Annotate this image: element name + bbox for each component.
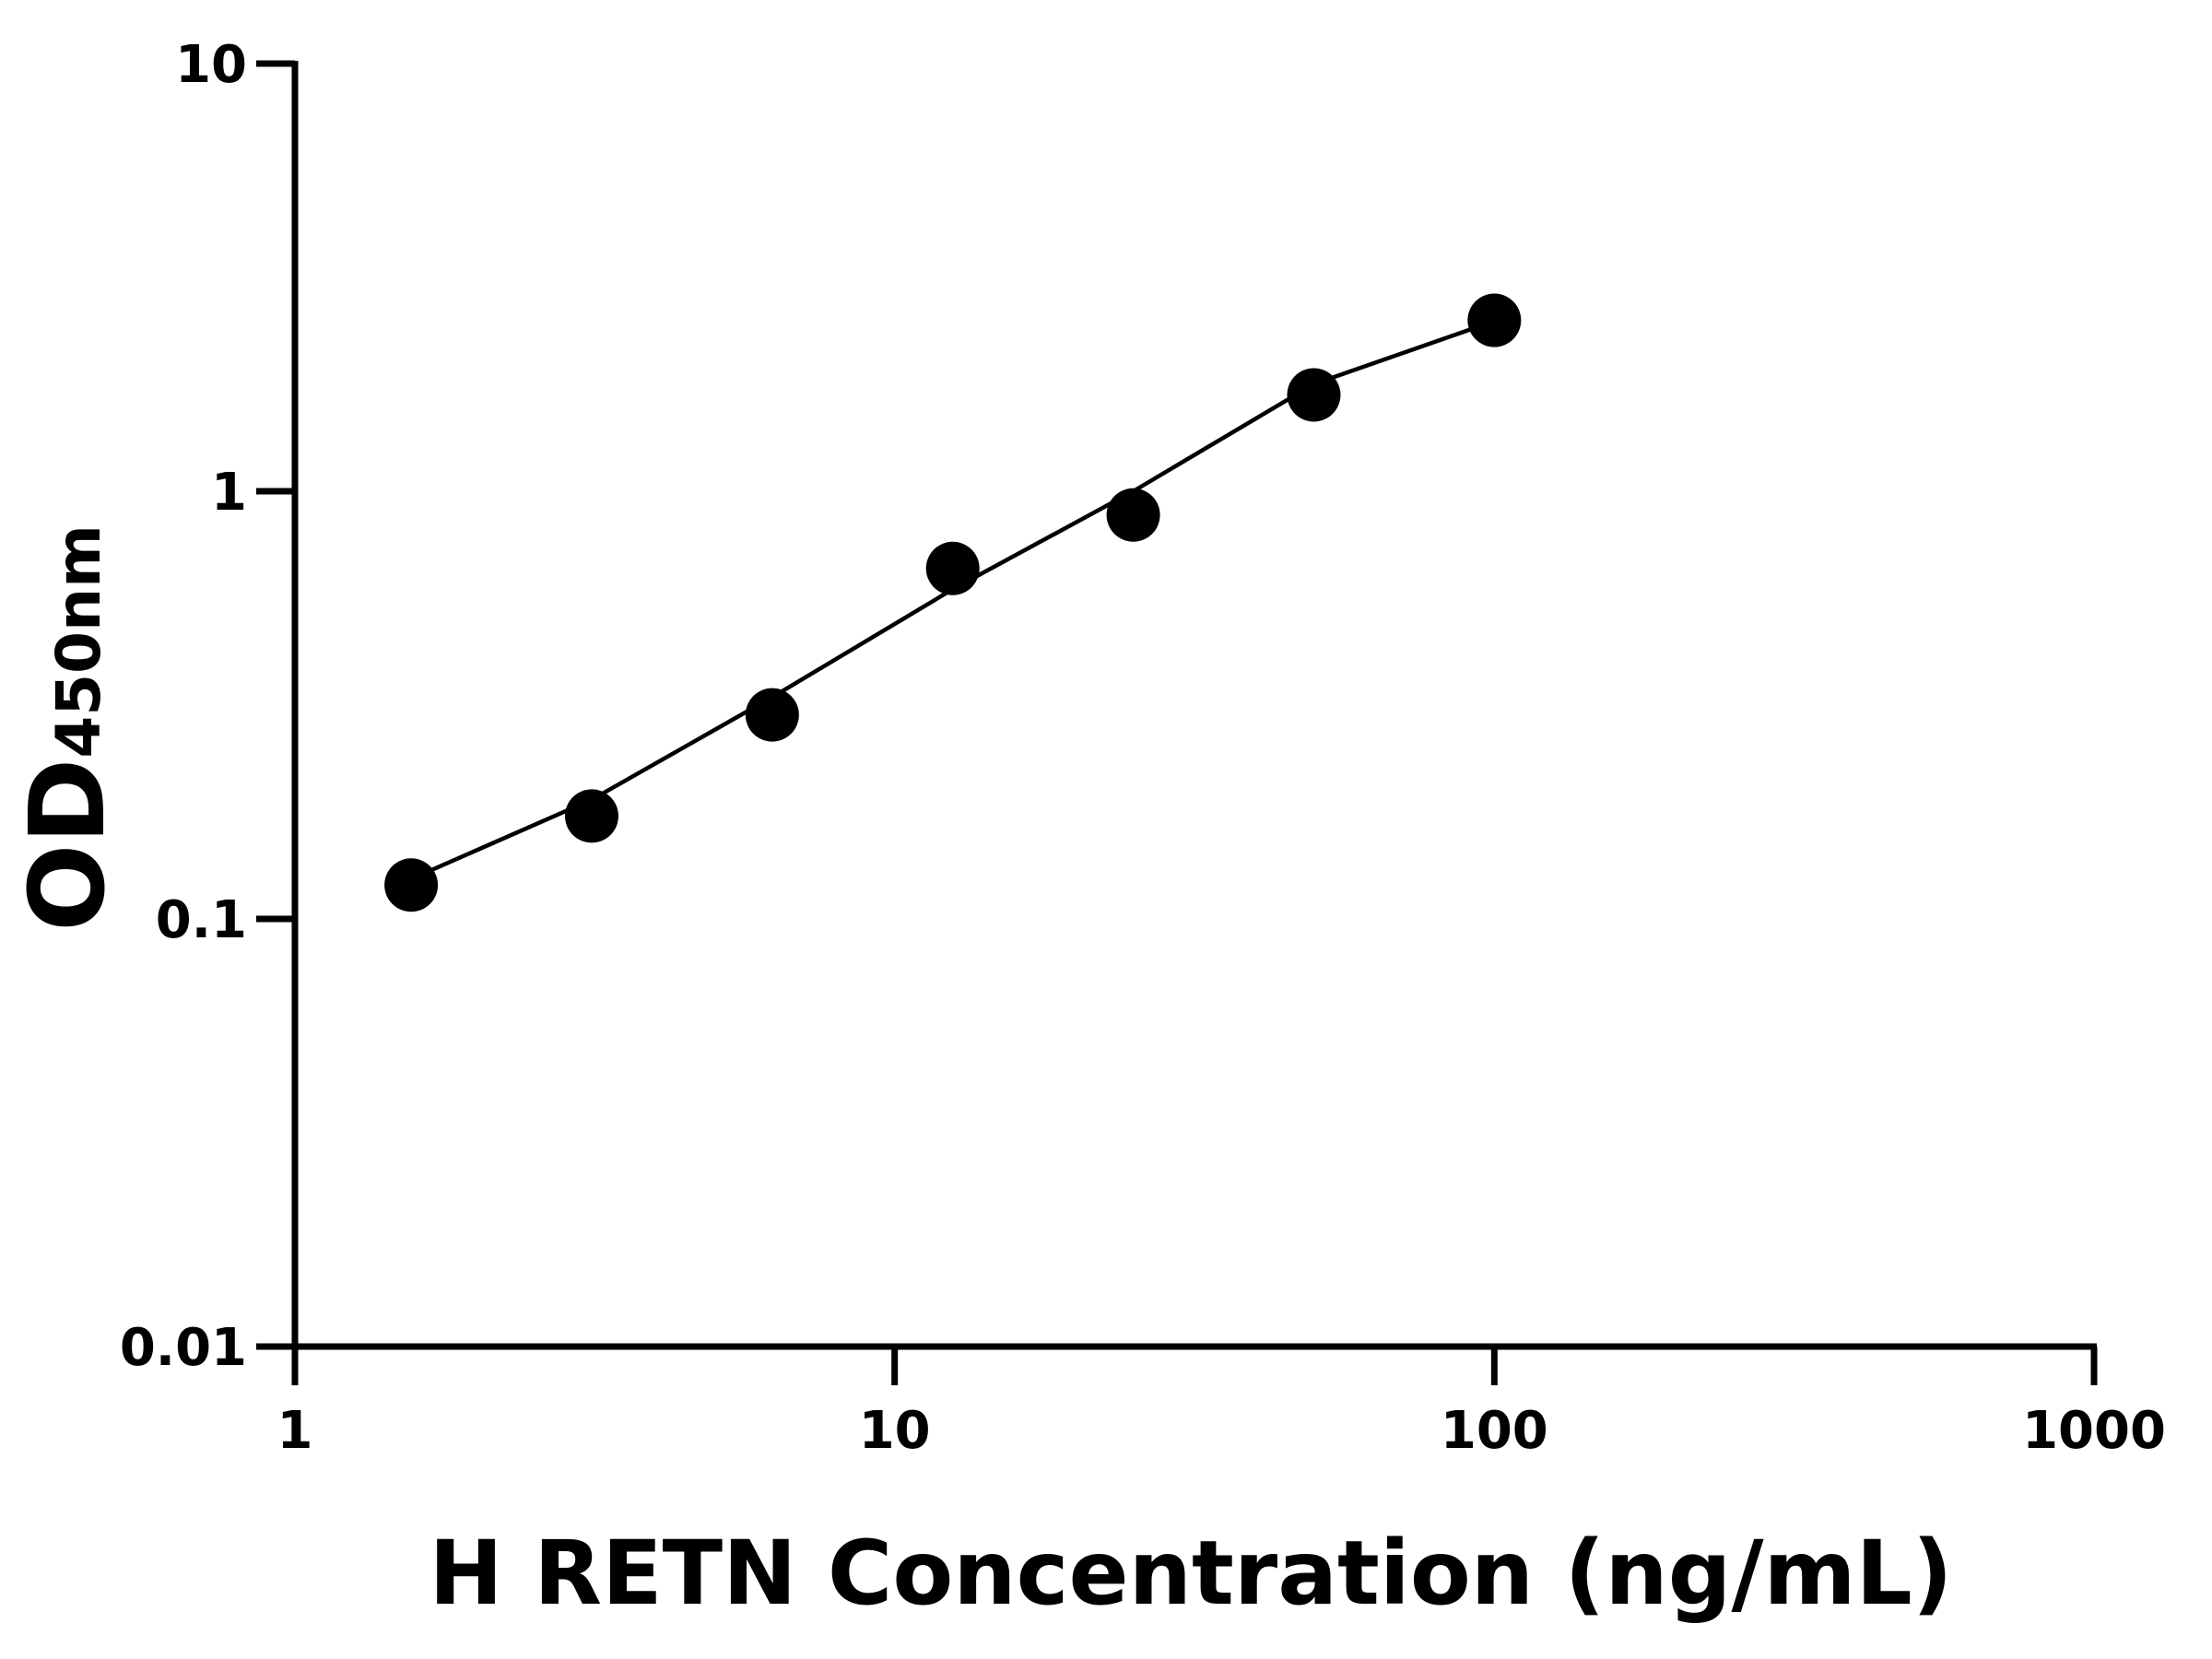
y-tick-label: 10 [175,35,247,95]
data-point [384,858,439,912]
data-point [1287,368,1341,422]
x-tick-label: 100 [1441,1401,1548,1461]
x-tick-label: 10 [859,1401,931,1461]
y-tick-label: 0.01 [120,1318,247,1378]
data-point [564,789,618,843]
data-point [1106,488,1160,542]
y-axis-label-main: OD [8,759,128,932]
x-tick-label: 1 [277,1401,313,1461]
x-tick-label: 1000 [2022,1401,2166,1461]
data-point [925,541,980,595]
x-axis-label: H RETN Concentration (ng/mL) [429,1522,1952,1625]
y-tick-label: 0.1 [156,890,247,950]
y-axis-label: OD450nm [8,524,128,932]
data-point [745,688,799,742]
data-point [1467,293,1522,347]
y-tick-label: 1 [211,463,247,523]
y-axis-label-sub: 450nm [43,524,114,759]
